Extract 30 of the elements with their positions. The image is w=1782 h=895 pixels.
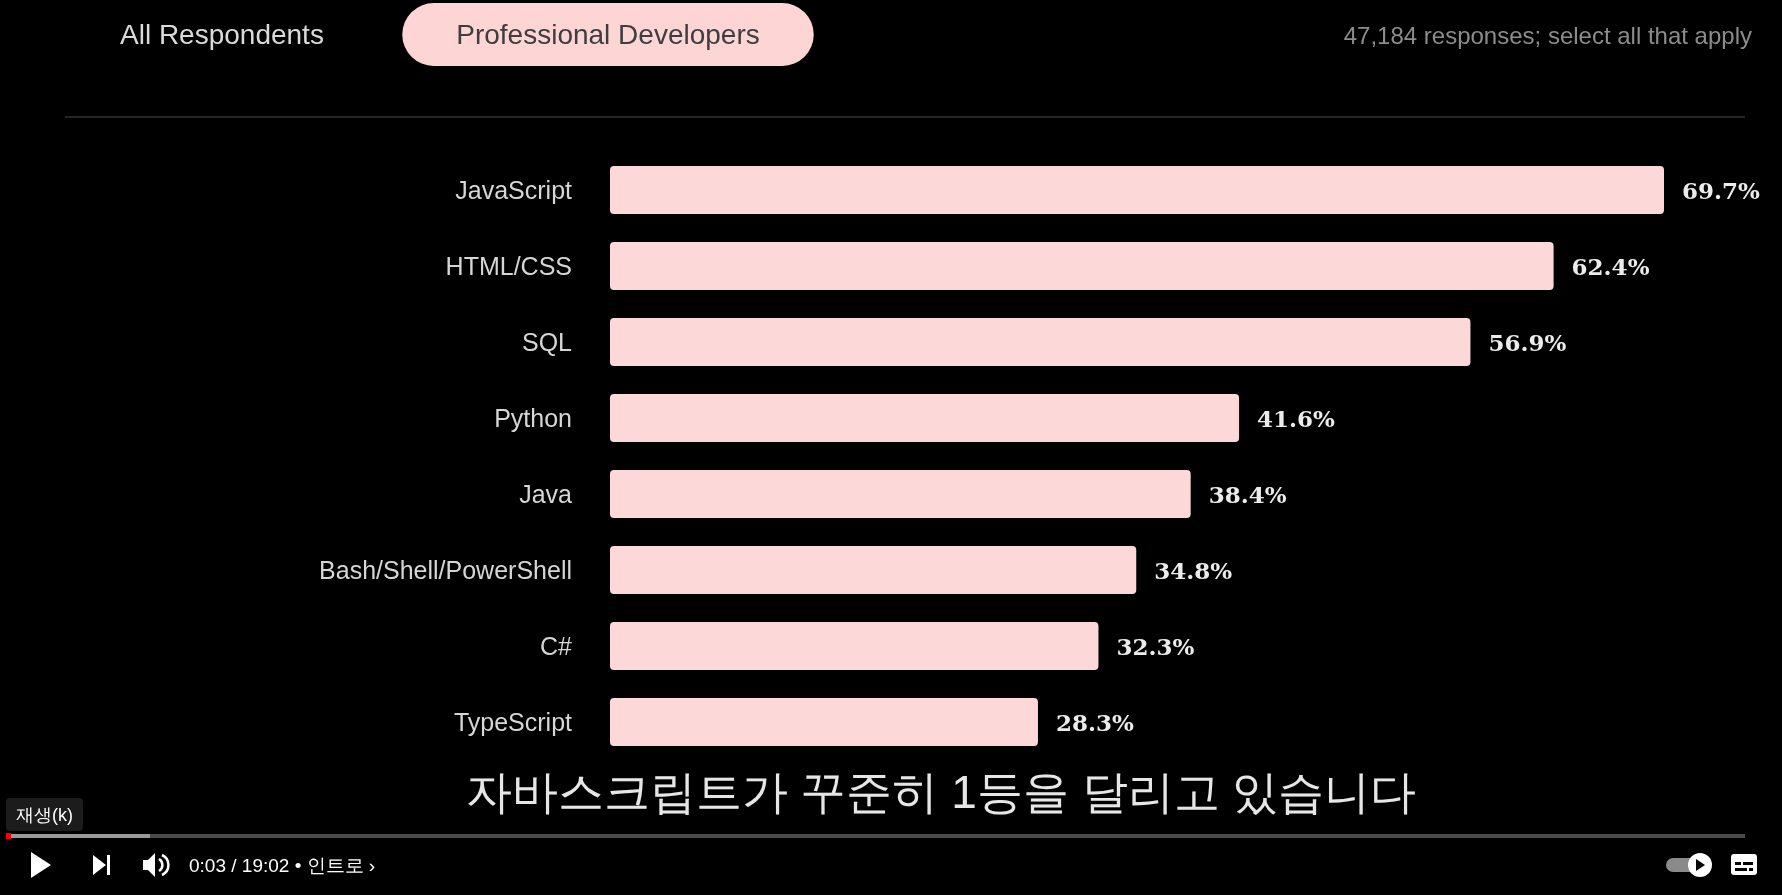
bar [610,622,1099,670]
y-tick-label: SQL [521,328,573,356]
data-label: 38.4% [1208,480,1287,508]
data-label: 56.9% [1488,328,1567,356]
bar [610,242,1554,290]
text: All Respondents [120,18,324,50]
data-label: 32.3% [1116,632,1195,660]
data-label: 69.7% [1682,176,1761,204]
bar [610,546,1137,594]
y-tick-label: JavaScript [455,176,573,204]
y-tick-label: TypeScript [453,708,573,736]
data-label: 62.4% [1571,252,1650,280]
bar [610,698,1038,746]
text: Professional Developers [456,18,760,50]
bar [610,470,1191,518]
chart-subtitle: 47,184 responses; select all that apply [1343,21,1752,49]
y-tick-label: C# [540,632,573,660]
bar [610,318,1471,366]
y-tick-label: HTML/CSS [445,252,572,280]
y-tick-label: Bash/Shell/PowerShell [319,556,572,584]
bar [610,166,1664,214]
text: 재생(k) [16,805,73,825]
data-label: 28.3% [1055,708,1134,736]
data-label: 34.8% [1154,556,1233,584]
y-tick-label: Java [519,480,573,508]
y-tick-label: Python [494,404,572,432]
text: 0:03 / 19:02 • 인트로 › [189,854,376,876]
text: 자바스크립트가 꾸준히 1등을 달리고 있습니다 [465,766,1417,818]
data-label: 41.6% [1257,404,1336,432]
bar [610,394,1240,442]
